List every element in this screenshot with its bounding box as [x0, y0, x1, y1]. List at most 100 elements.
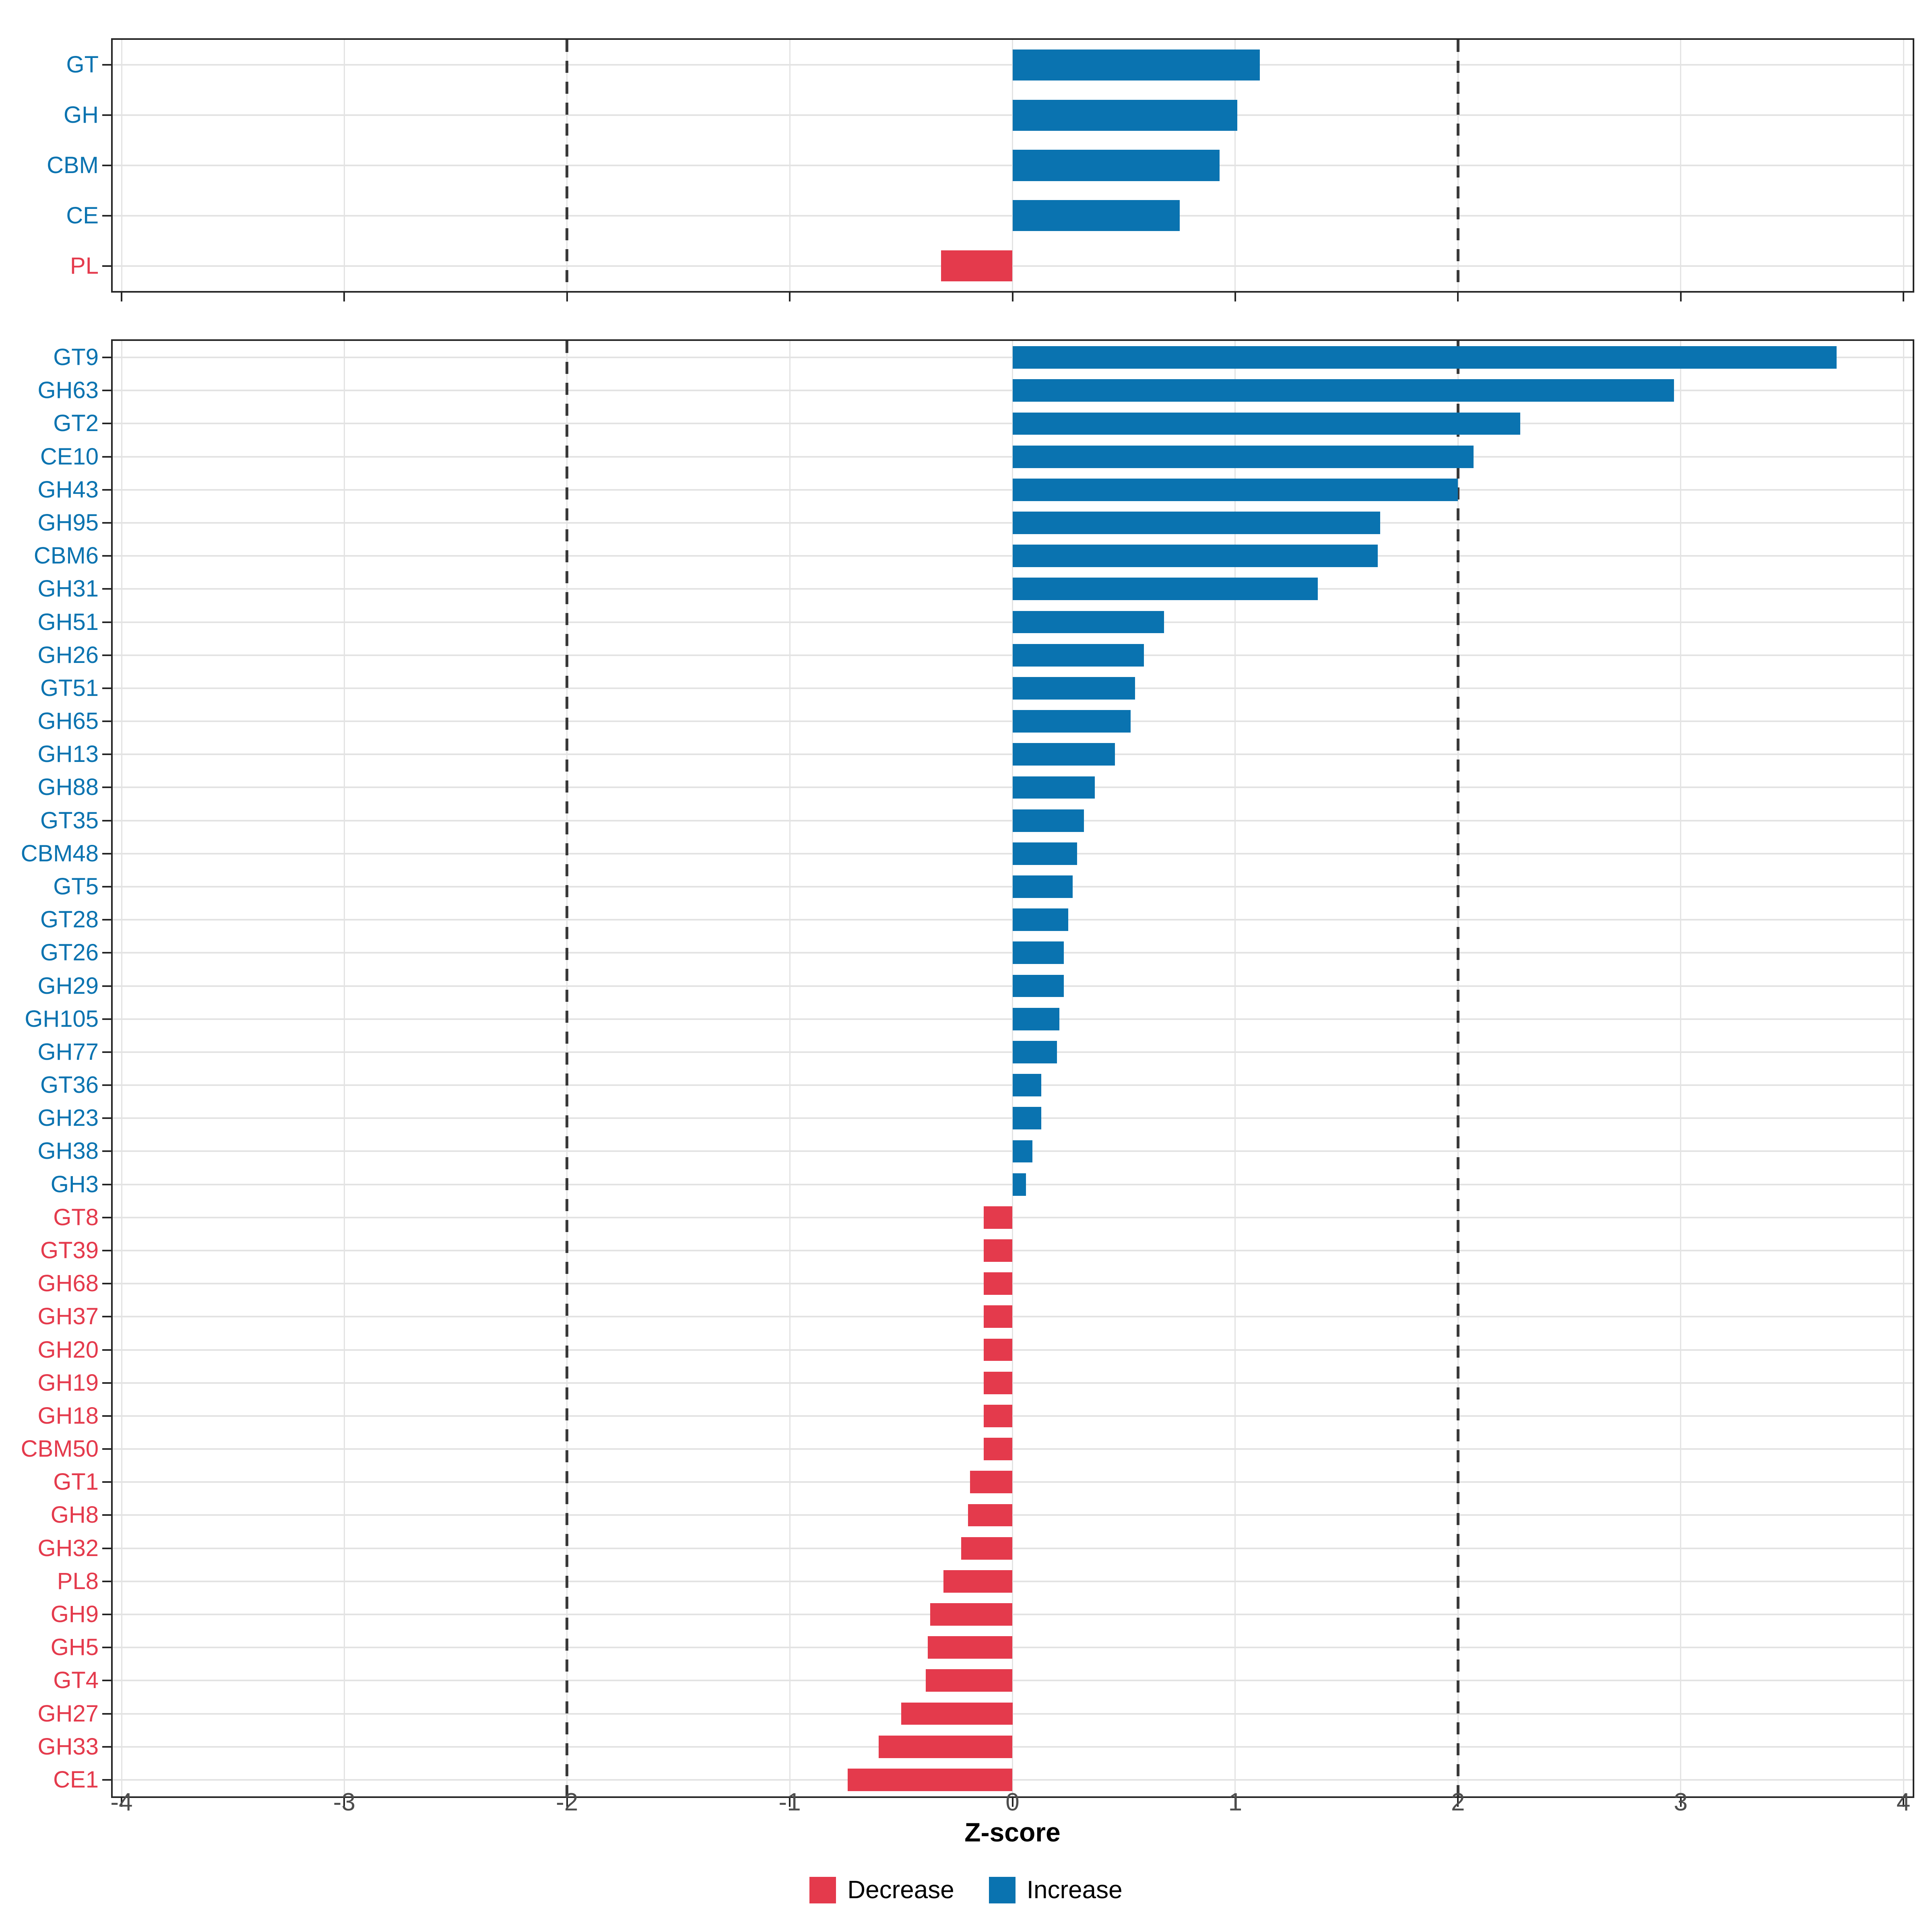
- y-axis-tick: [102, 1349, 111, 1351]
- y-axis-tick: [102, 522, 111, 524]
- category-label-GH37: GH37: [37, 1303, 99, 1330]
- y-axis-tick: [102, 1481, 111, 1483]
- bar-GH38: [1012, 1140, 1033, 1163]
- bar-GH37: [983, 1305, 1013, 1328]
- category-label-GH63: GH63: [37, 377, 99, 404]
- legend-label-increase: Increase: [1026, 1876, 1123, 1904]
- category-label-CE: CE: [66, 202, 99, 229]
- bar-CE10: [1012, 445, 1474, 468]
- y-axis-tick: [102, 1117, 111, 1119]
- y-axis-tick: [102, 654, 111, 656]
- y-axis-tick: [102, 1580, 111, 1582]
- category-label-GH88: GH88: [37, 774, 99, 801]
- gridline-vertical: [1234, 341, 1236, 1796]
- dashed-reference-line: [566, 341, 569, 1796]
- gridline-vertical: [1680, 341, 1682, 1796]
- category-label-GT9: GT9: [53, 344, 99, 371]
- category-label-CBM: CBM: [47, 152, 99, 178]
- x-axis-tick: [1457, 293, 1459, 301]
- legend-swatch-decrease: [809, 1876, 836, 1903]
- category-label-GH8: GH8: [50, 1502, 99, 1528]
- bar-GH88: [1012, 776, 1095, 799]
- category-label-GH27: GH27: [37, 1700, 99, 1727]
- bar-GH31: [1012, 578, 1318, 601]
- category-label-GH29: GH29: [37, 972, 99, 999]
- x-axis-tick: [1234, 293, 1236, 301]
- bar-GH65: [1012, 710, 1131, 733]
- category-label-GH5: GH5: [50, 1634, 99, 1661]
- y-axis-tick: [102, 1183, 111, 1185]
- bar-GH3: [1012, 1173, 1026, 1196]
- category-label-GH65: GH65: [37, 708, 99, 735]
- category-label-GH77: GH77: [37, 1038, 99, 1065]
- y-axis-tick: [102, 1614, 111, 1615]
- bar-GT8: [983, 1206, 1013, 1229]
- y-axis-tick: [102, 786, 111, 788]
- bar-GH: [1012, 99, 1238, 131]
- y-axis-tick: [102, 621, 111, 623]
- category-label-GH105: GH105: [25, 1005, 99, 1032]
- gridline-vertical: [121, 341, 122, 1796]
- bar-GH95: [1012, 512, 1380, 534]
- bar-GT36: [1012, 1074, 1042, 1097]
- category-label-GH9: GH9: [50, 1601, 99, 1627]
- y-axis-tick: [102, 819, 111, 822]
- legend: Decrease Increase: [0, 1876, 1932, 1904]
- category-label-GT28: GT28: [40, 906, 99, 933]
- y-axis-tick: [102, 1084, 111, 1086]
- bar-GH68: [983, 1272, 1013, 1295]
- y-axis-tick: [102, 1216, 111, 1218]
- x-axis-tick-label: -1: [778, 1788, 801, 1816]
- category-label-CBM50: CBM50: [21, 1436, 99, 1462]
- bar-CE: [1012, 200, 1180, 231]
- x-axis-tick: [566, 1798, 568, 1807]
- category-label-PL: PL: [70, 252, 99, 279]
- x-axis-tick-label: 3: [1674, 1788, 1688, 1816]
- category-label-GT: GT: [66, 52, 99, 78]
- category-label-GH19: GH19: [37, 1369, 99, 1396]
- y-axis-tick: [102, 390, 111, 392]
- category-label-GH32: GH32: [37, 1535, 99, 1561]
- category-label-GT5: GT5: [53, 873, 99, 900]
- x-axis-tick: [1234, 1798, 1236, 1807]
- y-axis-tick: [102, 1713, 111, 1715]
- legend-label-decrease: Decrease: [847, 1876, 954, 1904]
- x-axis-tick-label: -2: [556, 1788, 578, 1816]
- bar-GH43: [1012, 478, 1458, 501]
- x-axis-tick: [1011, 1798, 1013, 1807]
- y-axis-tick: [102, 1547, 111, 1549]
- x-axis-tick: [789, 293, 791, 301]
- y-axis-tick: [102, 919, 111, 921]
- bar-GH8: [968, 1504, 1013, 1527]
- x-axis-tick: [343, 293, 345, 301]
- gridline-vertical: [121, 40, 122, 291]
- dashed-reference-line: [566, 40, 569, 291]
- category-label-GT1: GT1: [53, 1469, 99, 1495]
- bar-GT2: [1012, 412, 1521, 435]
- y-axis-tick: [102, 952, 111, 954]
- y-axis-tick: [102, 1680, 111, 1682]
- bar-GT1: [970, 1471, 1013, 1494]
- category-label-PL8: PL8: [57, 1568, 99, 1594]
- y-axis-tick: [102, 1250, 111, 1251]
- bar-GH9: [930, 1603, 1013, 1626]
- x-axis-tick-label: 2: [1451, 1788, 1465, 1816]
- category-label-GT8: GT8: [53, 1204, 99, 1230]
- category-label-GT35: GT35: [40, 807, 99, 834]
- y-axis-tick: [102, 114, 111, 116]
- x-axis-tick: [566, 293, 568, 301]
- bottom-panel: [111, 339, 1914, 1798]
- dashed-reference-line: [1456, 40, 1459, 291]
- category-label-GH33: GH33: [37, 1733, 99, 1760]
- y-axis-tick: [102, 357, 111, 359]
- bar-GT39: [983, 1239, 1013, 1262]
- bar-CBM50: [983, 1438, 1013, 1461]
- bar-GH105: [1012, 1007, 1059, 1030]
- bar-GH5: [928, 1636, 1013, 1659]
- y-axis-tick: [102, 555, 111, 557]
- bar-CBM48: [1012, 842, 1077, 865]
- y-axis-tick: [102, 1382, 111, 1384]
- category-label-CE10: CE10: [40, 443, 99, 470]
- bar-GT5: [1012, 875, 1073, 898]
